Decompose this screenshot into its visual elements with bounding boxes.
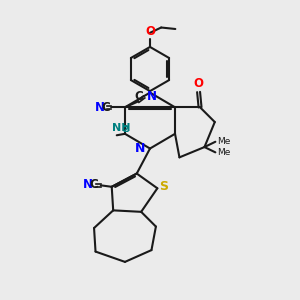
Text: C: C [89, 178, 98, 191]
Text: Me: Me [217, 148, 230, 157]
Text: S: S [159, 180, 168, 193]
Text: C: C [101, 101, 110, 114]
Text: N: N [95, 101, 105, 114]
Text: C: C [134, 90, 143, 103]
Text: Me: Me [217, 137, 230, 146]
Text: N: N [83, 178, 93, 191]
Text: O: O [194, 77, 204, 90]
Text: NH: NH [112, 123, 131, 133]
Text: N: N [135, 142, 146, 155]
Text: N: N [146, 90, 157, 103]
Text: 2: 2 [122, 125, 128, 134]
Text: O: O [145, 25, 155, 38]
